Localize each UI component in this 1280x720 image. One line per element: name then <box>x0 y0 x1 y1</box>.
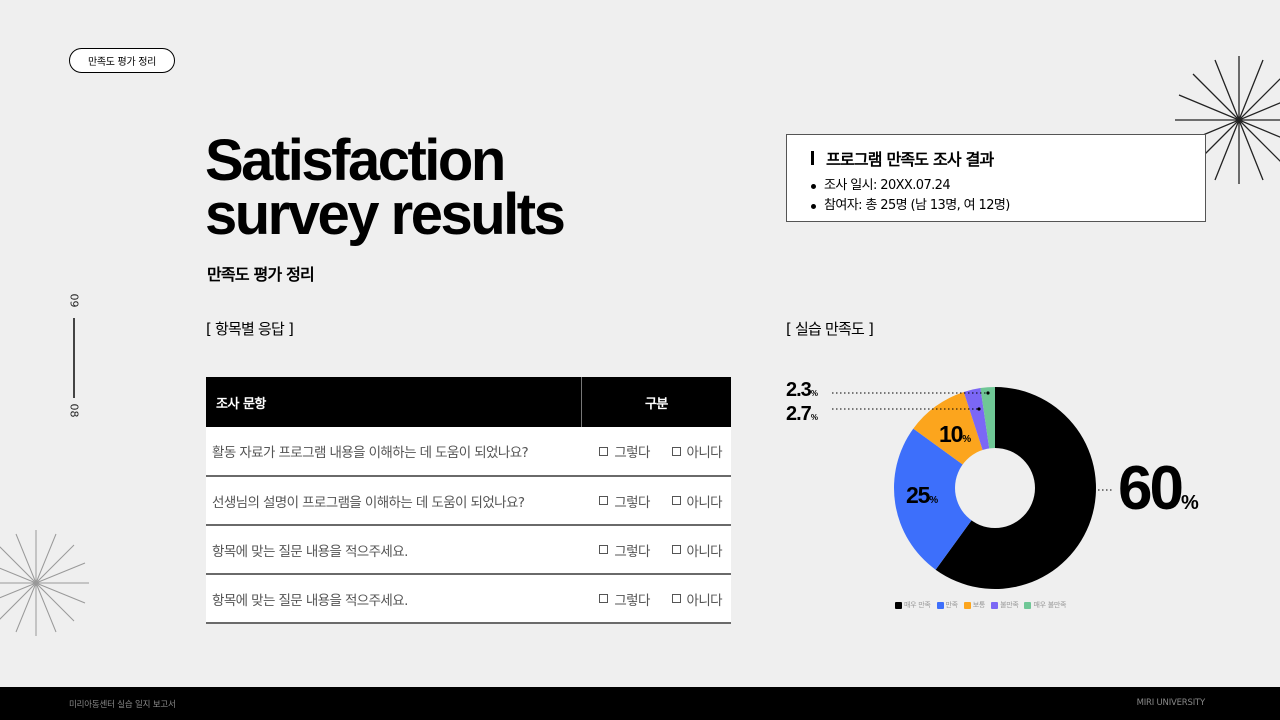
label-dissatisfied: 2.7% <box>786 403 818 425</box>
options-cell: 그렇다 아니다 <box>581 476 731 526</box>
footer-bar: 미리아동센터 실습 일지 보고서 MIRI UNIVERSITY <box>0 687 1280 720</box>
checkbox-icon[interactable] <box>671 446 681 456</box>
info-item-text: 참여자: 총 25명 (남 13명, 여 12명) <box>824 198 1010 213</box>
chart-section-label: [ 실습 만족도 ] <box>786 320 874 338</box>
info-box-list: 조사 일시: 20XX.07.24 참여자: 총 25명 (남 13명, 여 1… <box>811 176 1205 216</box>
legend-item: 불만족 <box>991 600 1019 610</box>
checkbox-icon[interactable] <box>671 545 681 554</box>
heading-bar-icon <box>811 151 814 165</box>
starburst-decoration-top-right <box>1175 56 1280 184</box>
option-label: 아니다 <box>686 592 723 609</box>
legend-item: 매우 불만족 <box>1024 600 1066 610</box>
bullet-icon <box>811 203 816 209</box>
checkbox-icon[interactable] <box>599 594 609 603</box>
starburst-decoration-bottom-left <box>0 530 89 636</box>
page-indicator: 09 08 <box>60 290 88 425</box>
label-neutral: 10% <box>939 421 972 447</box>
option-label: 그렇다 <box>614 445 650 461</box>
section-pill-tag: 만족도 평가 정리 <box>69 48 175 73</box>
table-row: 항목에 맞는 질문 내용을 적으주세요. 그렇다 아니다 <box>206 525 731 575</box>
legend-item: 보통 <box>963 600 986 610</box>
option-label: 그렇다 <box>614 592 650 609</box>
question-cell: 활동 자료가 프로그램 내용을 이해하는 데 도움이 되었나요? <box>206 427 582 477</box>
option-label: 아니다 <box>686 445 723 461</box>
checkbox-icon[interactable] <box>599 446 609 456</box>
info-box-heading-text: 프로그램 만족도 조사 결과 <box>826 150 994 169</box>
option-label: 그렇다 <box>614 543 650 560</box>
checkbox-icon[interactable] <box>599 545 609 554</box>
page-number-bottom: 08 <box>67 403 81 418</box>
option-yes[interactable]: 그렇다 <box>599 491 650 511</box>
option-no[interactable]: 아니다 <box>671 491 723 511</box>
page-title: Satisfaction survey results <box>205 128 566 247</box>
legend-label: 불만족 <box>1000 601 1019 609</box>
legend-swatch-icon <box>895 601 902 609</box>
page-subtitle: 만족도 평가 정리 <box>207 265 315 284</box>
label-very-dissatisfied: 2.3% <box>786 379 818 401</box>
table-row: 선생님의 설명이 프로그램을 이해하는 데 도움이 되었나요? 그렇다 아니다 <box>206 476 731 526</box>
page-title-line-2: survey results <box>205 182 566 247</box>
page-indicator-line <box>73 318 75 398</box>
bullet-icon <box>811 183 816 189</box>
chart-legend: 매우 만족 만족 보통 불만족 매우 불만족 <box>895 600 1066 610</box>
leader-dot <box>986 391 990 395</box>
info-item-text: 조사 일시: 20XX.07.24 <box>824 178 951 193</box>
option-yes[interactable]: 그렇다 <box>599 441 650 461</box>
options-cell: 그렇다 아니다 <box>581 574 731 624</box>
option-no[interactable]: 아니다 <box>671 540 723 560</box>
legend-item: 만족 <box>936 600 959 610</box>
legend-swatch-icon <box>991 601 999 609</box>
page-number-top: 09 <box>67 293 81 308</box>
question-cell: 항목에 맞는 질문 내용을 적으주세요. <box>206 525 582 575</box>
donut-segment <box>935 387 1096 589</box>
info-item-participants: 참여자: 총 25명 (남 13명, 여 12명) <box>811 196 1205 216</box>
option-no[interactable]: 아니다 <box>671 589 723 609</box>
survey-info-box: 프로그램 만족도 조사 결과 조사 일시: 20XX.07.24 참여자: 총 … <box>786 134 1206 222</box>
legend-swatch-icon <box>963 601 971 609</box>
option-label: 아니다 <box>686 494 723 511</box>
option-no[interactable]: 아니다 <box>671 441 723 461</box>
table-row: 항목에 맞는 질문 내용을 적으주세요. 그렇다 아니다 <box>206 574 731 624</box>
legend-swatch-icon <box>1024 601 1032 609</box>
option-yes[interactable]: 그렇다 <box>599 589 650 609</box>
option-yes[interactable]: 그렇다 <box>599 540 650 560</box>
option-label: 아니다 <box>686 543 723 560</box>
legend-label: 보통 <box>972 601 986 609</box>
label-very-satisfied: 60% <box>1118 454 1199 523</box>
legend-label: 만족 <box>945 601 959 609</box>
legend-label: 매우 불만족 <box>1033 601 1067 609</box>
options-cell: 그렇다 아니다 <box>581 427 731 477</box>
legend-item: 매우 만족 <box>895 600 931 610</box>
question-cell: 선생님의 설명이 프로그램을 이해하는 데 도움이 되었나요? <box>206 476 582 526</box>
option-label: 그렇다 <box>614 494 650 511</box>
page-title-line-1: Satisfaction <box>205 128 506 193</box>
legend-label: 매우 만족 <box>904 601 931 609</box>
table-section-label: [ 항목별 응답 ] <box>206 320 294 338</box>
question-cell: 항목에 맞는 질문 내용을 적으주세요. <box>206 574 582 624</box>
donut-hole <box>955 448 1035 528</box>
label-satisfied: 25% <box>906 482 939 508</box>
footer-report-title: 미리아동센터 실습 일지 보고서 <box>69 700 176 710</box>
column-header-question: 조사 문항 <box>206 377 582 427</box>
info-item-date: 조사 일시: 20XX.07.24 <box>811 176 1205 196</box>
checkbox-icon[interactable] <box>599 496 609 505</box>
checkbox-icon[interactable] <box>671 594 681 603</box>
info-box-heading: 프로그램 만족도 조사 결과 <box>811 146 1205 170</box>
checkbox-icon[interactable] <box>671 496 681 505</box>
survey-table: 조사 문항 구분 활동 자료가 프로그램 내용을 이해하는 데 도움이 되었나요… <box>206 377 731 624</box>
donut-segment <box>980 387 995 488</box>
legend-swatch-icon <box>936 601 944 609</box>
options-cell: 그렇다 아니다 <box>581 525 731 575</box>
leader-dot <box>977 407 981 411</box>
column-header-category: 구분 <box>581 377 731 427</box>
table-row: 활동 자료가 프로그램 내용을 이해하는 데 도움이 되었나요? 그렇다 아니다 <box>206 427 731 477</box>
footer-university: MIRI UNIVERSITY <box>1136 698 1206 708</box>
table-header-row: 조사 문항 구분 <box>206 377 731 427</box>
